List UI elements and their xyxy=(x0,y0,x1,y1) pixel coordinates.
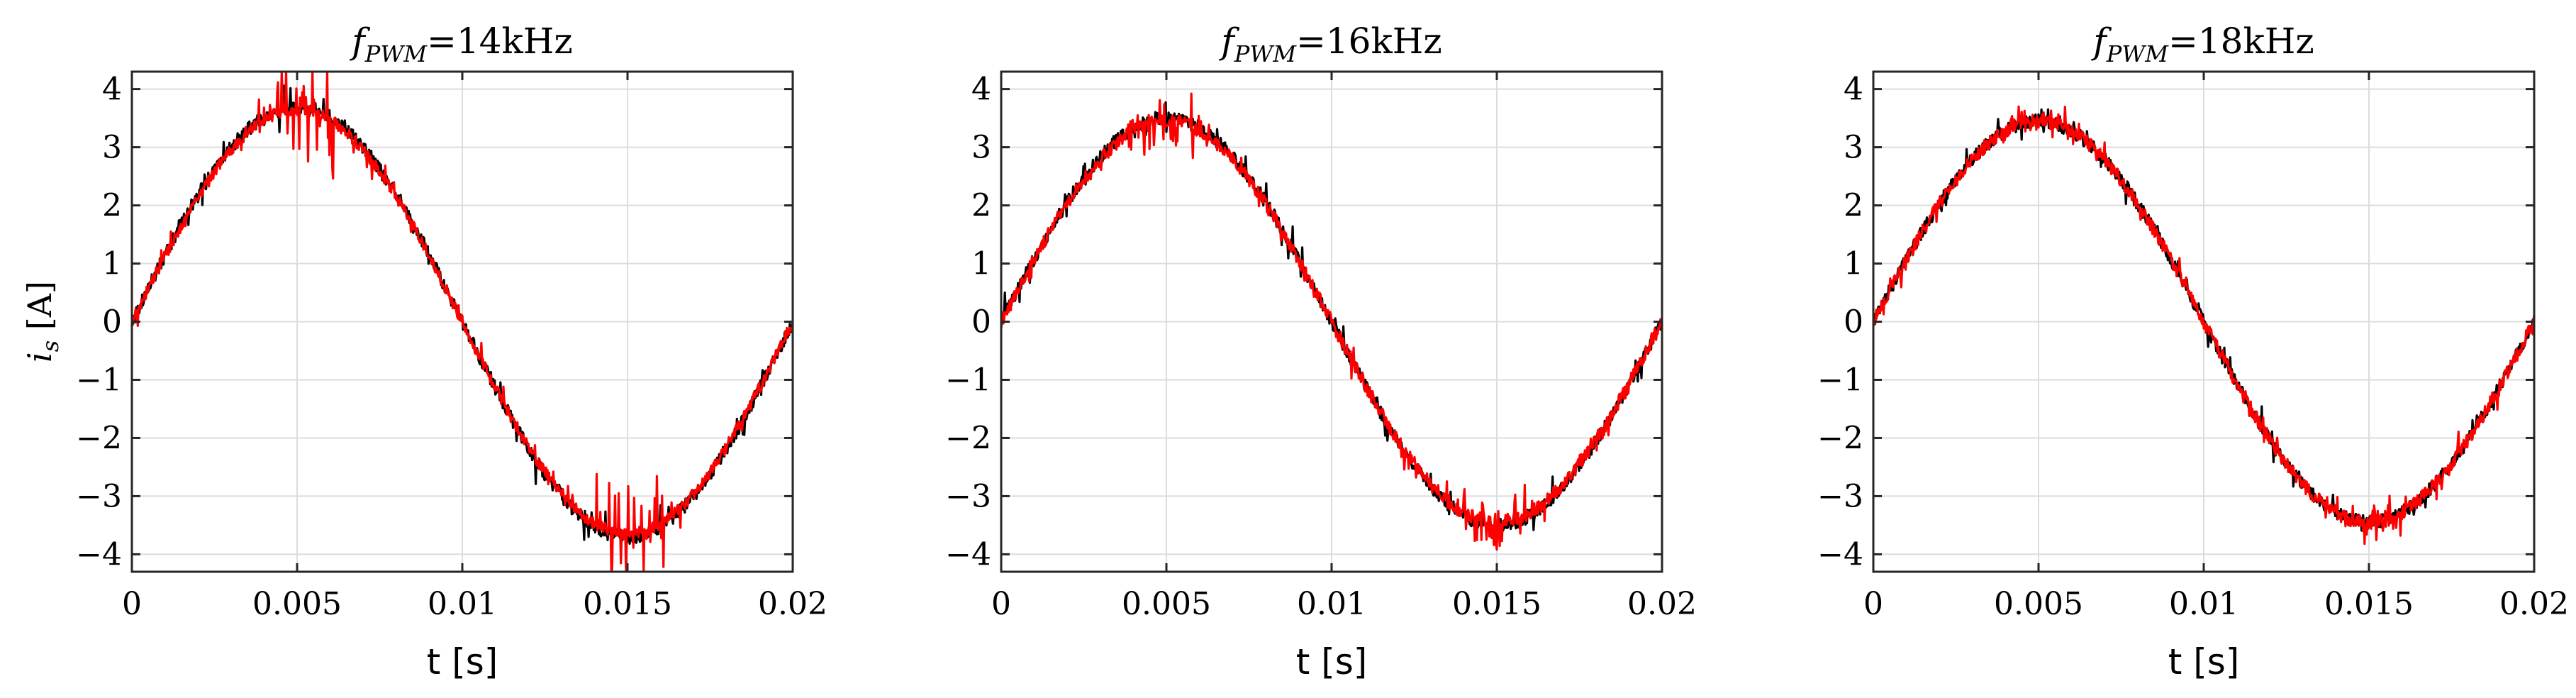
x-tick-label: 0.015 xyxy=(1452,586,1541,622)
y-tick-label: 3 xyxy=(971,130,991,166)
chart-title: fPWM=16kHz xyxy=(1218,21,1442,67)
y-tick-label: 3 xyxy=(102,130,122,166)
y-tick-label: 3 xyxy=(1844,130,1863,166)
chart-title: fPWM=18kHz xyxy=(2090,21,2314,67)
y-tick-label: −4 xyxy=(945,536,991,572)
y-tick-label: −4 xyxy=(1817,536,1863,572)
chart-title: fPWM=14kHz xyxy=(349,21,572,67)
x-tick-label: 0 xyxy=(122,586,142,622)
title-value: =16kHz xyxy=(1296,21,1442,62)
series-line-estimated xyxy=(1000,92,1663,551)
y-tick-label: 0 xyxy=(1844,304,1863,340)
x-tick-label: 0.02 xyxy=(1627,586,1697,622)
series-line-estimated xyxy=(1872,105,2536,545)
y-tick-label: 1 xyxy=(971,246,991,282)
x-tick-label: 0.015 xyxy=(583,586,672,622)
title-subscript: PWM xyxy=(1234,40,1297,67)
y-axis-label: is [A] xyxy=(21,281,64,362)
y-tick-label: 2 xyxy=(971,188,991,224)
y-tick-label: −4 xyxy=(76,536,122,572)
y-tick-label: 0 xyxy=(971,304,991,340)
y-tick-label: −2 xyxy=(76,420,122,456)
y-tick-label: 2 xyxy=(1844,188,1863,224)
x-tick-label: 0.015 xyxy=(2324,586,2414,622)
chart-panel-3: 0 0.005 0.01 0.015 0.02 4 3 2 1 0 −1 −2 −3 −4 fPWM=18k… xyxy=(1817,21,2569,682)
x-tick-label: 0.005 xyxy=(252,586,342,622)
y-tick-label: 1 xyxy=(1844,246,1863,282)
y-tick-label: −2 xyxy=(945,420,991,456)
y-tick-label: −2 xyxy=(1817,420,1863,456)
y-tick-label: 4 xyxy=(102,72,122,108)
y-label-symbol: i xyxy=(21,352,59,362)
x-tick-label: 0 xyxy=(991,586,1011,622)
title-value: =18kHz xyxy=(2168,21,2314,62)
x-tick-label: 0.02 xyxy=(2499,586,2569,622)
y-tick-label: −3 xyxy=(945,478,991,514)
y-tick-label: −1 xyxy=(1817,362,1863,398)
title-subscript: PWM xyxy=(2106,40,2169,67)
chart-panel-1: 0 0.005 0.01 0.015 0.02 4 3 2 1 0 −1 −2 −3 −4 fPWM=14k… xyxy=(21,21,827,682)
series-line-estimated xyxy=(130,70,794,573)
y-tick-label: 2 xyxy=(102,188,122,224)
y-tick-label: 0 xyxy=(102,304,122,340)
x-axis-label: t [s] xyxy=(1296,641,1368,682)
x-tick-label: 0.005 xyxy=(1994,586,2083,622)
title-subscript: PWM xyxy=(364,40,428,67)
x-tick-label: 0.01 xyxy=(428,586,497,622)
x-tick-label: 0.01 xyxy=(2169,586,2238,622)
chart-panel-2: 0 0.005 0.01 0.015 0.02 4 3 2 1 0 −1 −2 −3 −4 fPWM=16k… xyxy=(945,21,1697,682)
y-label-subscript: s xyxy=(37,340,64,352)
y-tick-label: −1 xyxy=(945,362,991,398)
x-tick-label: 0.01 xyxy=(1297,586,1366,622)
y-tick-label: −1 xyxy=(76,362,122,398)
x-tick-label: 0.005 xyxy=(1122,586,1211,622)
x-axis-label: t [s] xyxy=(427,641,498,682)
y-tick-label: 1 xyxy=(102,246,122,282)
y-tick-label: −3 xyxy=(76,478,122,514)
x-axis-label: t [s] xyxy=(2168,641,2240,682)
y-tick-label: 4 xyxy=(971,72,991,108)
y-label-unit: [A] xyxy=(21,281,59,330)
y-tick-label: 4 xyxy=(1844,72,1863,108)
y-tick-label: −3 xyxy=(1817,478,1863,514)
x-tick-label: 0.02 xyxy=(758,586,827,622)
x-tick-label: 0 xyxy=(1863,586,1883,622)
y-label-space xyxy=(21,330,59,340)
title-value: =14kHz xyxy=(427,21,573,62)
